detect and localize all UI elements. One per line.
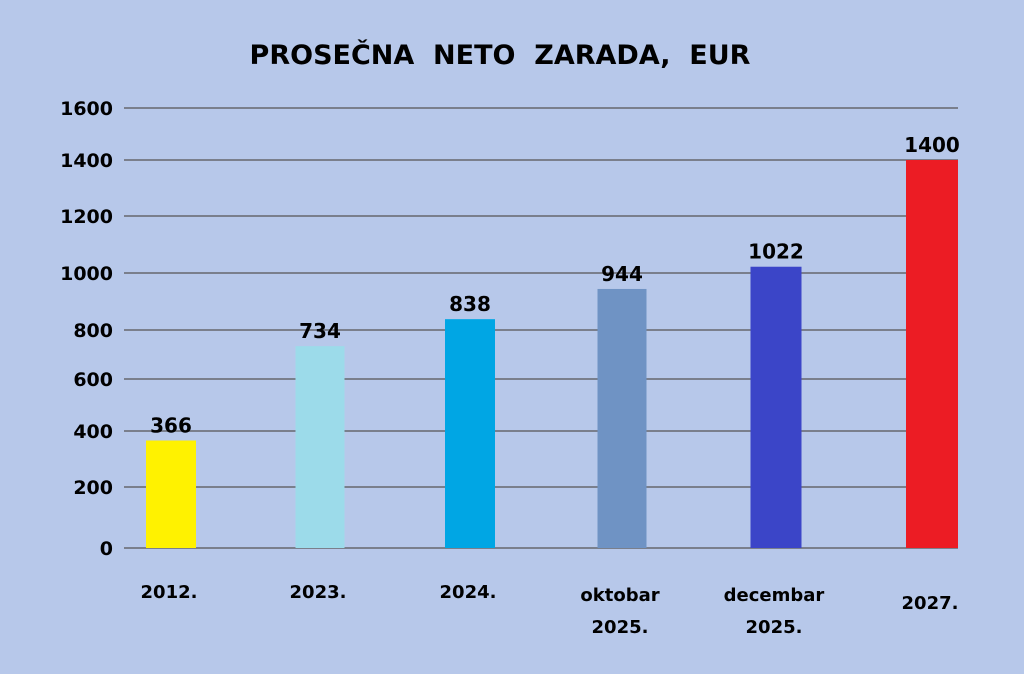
data-label: 1400 xyxy=(904,133,960,157)
data-label: 838 xyxy=(449,292,491,316)
y-axis-ticks: 0 200 400 600 800 1000 1200 1400 1600 xyxy=(60,98,113,560)
y-tick-label: 800 xyxy=(73,320,113,342)
x-category-label: 2027. xyxy=(902,593,959,614)
x-category-label: 2023. xyxy=(290,582,347,603)
x-category-label: decembar xyxy=(724,585,825,606)
data-label: 1022 xyxy=(748,240,804,264)
chart-title: PROSEČNA NETO ZARADA, EUR xyxy=(250,39,751,71)
y-tick-label: 400 xyxy=(73,421,113,443)
x-axis-labels: 2012. 2023. 2024. oktobar 2025. decembar 2025.… xyxy=(141,582,959,638)
y-tick-label: 200 xyxy=(73,477,113,499)
bar xyxy=(597,288,647,548)
bars xyxy=(146,160,958,548)
x-category-label: 2012. xyxy=(141,582,198,603)
bar xyxy=(295,346,345,548)
data-label: 944 xyxy=(601,262,643,286)
x-category-label: 2025. xyxy=(746,617,803,638)
y-tick-label: 1000 xyxy=(60,263,113,285)
x-category-label: 2025. xyxy=(592,617,649,638)
x-category-label: oktobar xyxy=(580,585,659,606)
y-tick-label: 0 xyxy=(100,538,113,560)
bar xyxy=(906,160,958,548)
y-tick-label: 600 xyxy=(73,369,113,391)
gridlines xyxy=(124,107,958,549)
data-label: 734 xyxy=(299,319,341,343)
data-labels: 366 734 838 944 1022 1400 xyxy=(150,133,960,438)
bar xyxy=(146,440,196,548)
bar xyxy=(750,266,802,548)
y-tick-label: 1400 xyxy=(60,150,113,172)
bar xyxy=(445,319,495,548)
data-label: 366 xyxy=(150,414,192,438)
y-tick-label: 1200 xyxy=(60,206,113,228)
y-tick-label: 1600 xyxy=(60,98,113,120)
x-category-label: 2024. xyxy=(440,582,497,603)
